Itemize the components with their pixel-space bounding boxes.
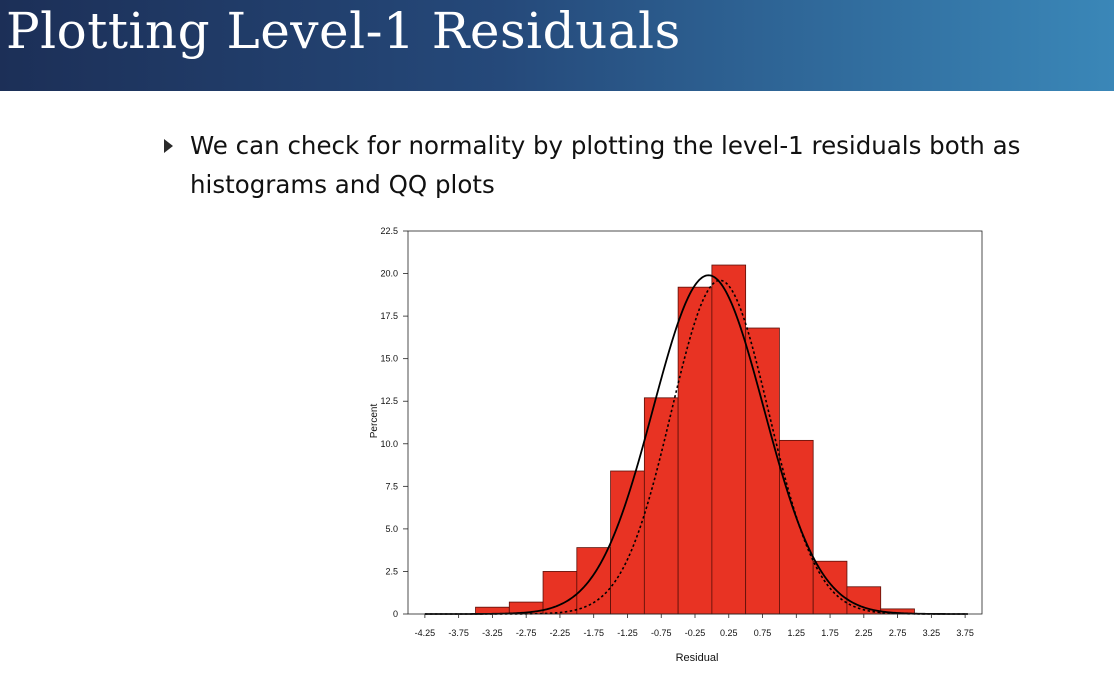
y-tick-label: 12.5 [380,396,398,406]
x-tick-label: 2.25 [855,628,873,638]
bullet-arrow-icon [164,139,173,153]
y-tick-label: 20.0 [380,269,398,279]
x-tick-label: -1.25 [617,628,638,638]
histogram-bar [576,547,611,615]
y-tick-label: 0 [393,609,398,619]
x-tick-label: -3.75 [448,628,469,638]
title-bar: Plotting Level-1 Residuals [0,0,1114,91]
x-tick-label: -0.25 [685,628,706,638]
x-tick-label: 0.25 [720,628,738,638]
y-tick-label: 2.5 [385,566,398,576]
y-axis-label: Percent [369,404,380,439]
x-tick-label: 1.75 [821,628,839,638]
x-tick-label: -2.25 [550,628,571,638]
x-tick-label: -2.75 [516,628,537,638]
x-tick-label: 3.75 [956,628,974,638]
y-tick-label: 10.0 [380,439,398,449]
x-tick-label: -1.75 [583,628,604,638]
x-tick-label: -0.75 [651,628,672,638]
x-axis-label: Residual [676,652,719,664]
chart-axes: 0 2.5 5.0 7.5 10.0 12.5 15.0 17.5 20.0 22.5 -4.25 -… [380,226,983,638]
histogram-bar [677,286,713,615]
histogram-bar [643,397,679,615]
x-tick-label: -4.25 [415,628,436,638]
x-tick-label: 3.25 [923,628,941,638]
y-tick-label: 22.5 [380,226,398,236]
histogram-bar [542,571,578,615]
histogram-bar [745,327,780,615]
y-tick-label: 15.0 [380,354,398,364]
y-tick-label: 17.5 [380,311,398,321]
bullet-text: We can check for normality by plotting t… [190,131,1021,199]
x-tick-label: 0.75 [754,628,772,638]
histogram-bar [610,470,645,615]
histogram-bar [779,439,814,615]
histogram-bar [812,560,848,615]
x-tick-label: -3.25 [482,628,503,638]
x-tick-label: 1.25 [788,628,806,638]
residual-histogram-chart: 0 2.5 5.0 7.5 10.0 12.5 15.0 17.5 20.0 22.5 -4.25 -… [369,226,983,664]
slide-title: Plotting Level-1 Residuals [6,2,681,60]
y-tick-label: 5.0 [385,524,398,534]
x-tick-label: 2.75 [889,628,907,638]
histogram-bars [475,264,915,615]
histogram-bar [711,264,747,615]
y-tick-label: 7.5 [385,481,398,491]
